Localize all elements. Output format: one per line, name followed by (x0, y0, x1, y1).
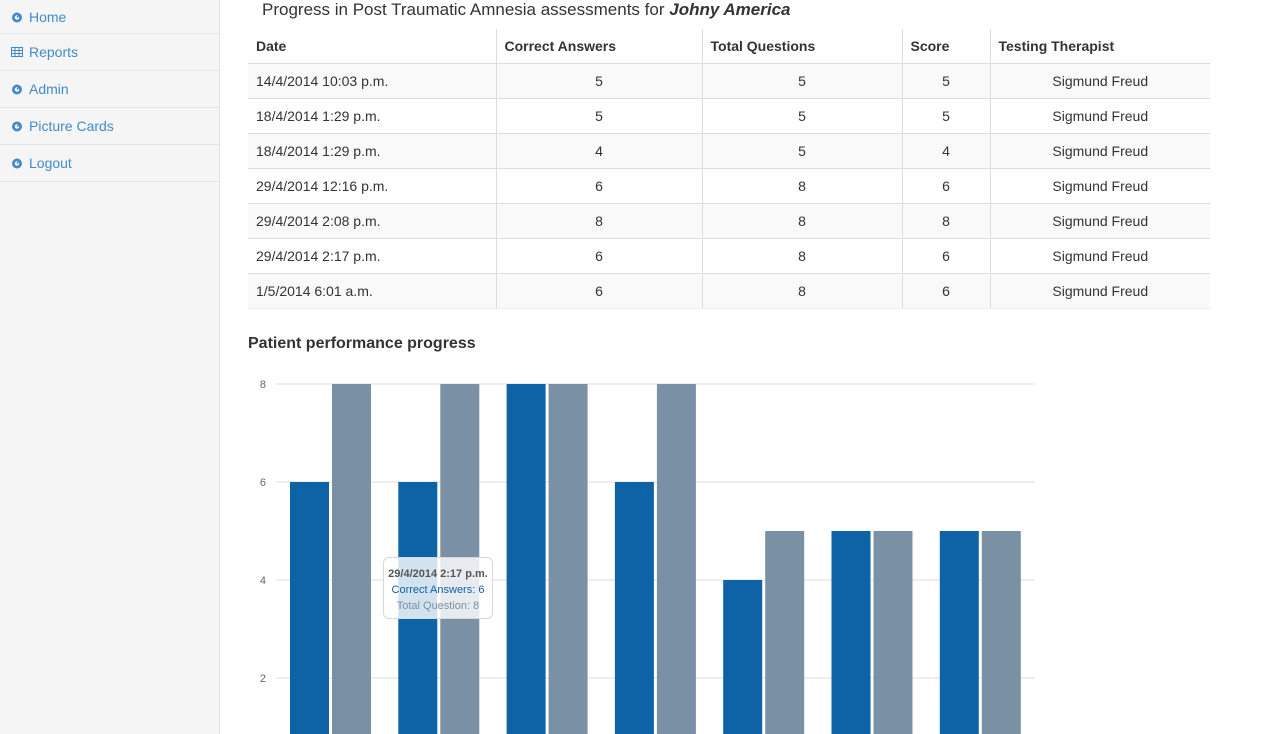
date-cell: 29/4/2014 2:08 p.m. (248, 202, 497, 238)
date-cell: 29/4/2014 2:17 p.m. (248, 237, 497, 273)
total-cell: 8 (702, 167, 903, 203)
sidebar-item-label: Admin (29, 81, 69, 97)
bar-correct-answers[interactable] (939, 531, 979, 734)
bar-total-questions[interactable] (765, 531, 805, 734)
therapist-cell: Sigmund Freud (990, 202, 1210, 238)
sidebar-item-label: Logout (29, 155, 72, 171)
score-cell: 6 (902, 167, 991, 203)
dashboard-icon (11, 120, 23, 132)
score-cell: 6 (902, 272, 991, 309)
sidebar-item-label: Home (29, 8, 67, 25)
y-tick-label: 2 (260, 673, 266, 685)
column-header-total: Total Questions (702, 29, 903, 64)
chart-tooltip: 29/4/2014 2:17 p.m. Correct Answers: 6 T… (383, 557, 493, 619)
score-cell: 5 (902, 62, 991, 98)
date-cell: 18/4/2014 1:29 p.m. (248, 132, 497, 168)
tooltip-correct-answers: Correct Answers: 6 (391, 584, 485, 596)
bar-correct-answers[interactable] (290, 482, 329, 734)
bar-correct-answers[interactable] (614, 482, 654, 734)
score-cell: 8 (902, 202, 991, 238)
table-icon (11, 46, 23, 58)
bar-total-questions[interactable] (873, 531, 913, 734)
correct-cell: 5 (496, 62, 703, 98)
dashboard-icon (11, 83, 23, 95)
bar-correct-answers[interactable] (831, 531, 871, 734)
therapist-cell: Sigmund Freud (990, 237, 1210, 273)
bar-total-questions[interactable] (981, 531, 1021, 734)
table-row: 1/5/2014 6:01 a.m. 6 8 6 Sigmund Freud (248, 272, 1210, 309)
tooltip-date: 29/4/2014 2:17 p.m. (388, 568, 488, 580)
correct-cell: 6 (496, 167, 703, 203)
correct-cell: 4 (496, 132, 703, 168)
y-tick-label: 8 (260, 379, 266, 391)
therapist-cell: Sigmund Freud (990, 62, 1210, 98)
page-title-prefix: Progress in Post Traumatic Amnesia asses… (262, 0, 665, 19)
table-row: 29/4/2014 2:17 p.m. 6 8 6 Sigmund Freud (248, 237, 1210, 273)
total-cell: 5 (702, 97, 903, 133)
sidebar-item-label: Picture Cards (29, 118, 114, 134)
column-header-score: Score (902, 29, 991, 64)
score-cell: 6 (902, 237, 991, 273)
total-cell: 8 (702, 272, 903, 309)
table-row: 29/4/2014 12:16 p.m. 6 8 6 Sigmund Freud (248, 167, 1210, 203)
y-tick-label: 4 (260, 575, 266, 587)
bar-total-questions[interactable] (656, 384, 696, 734)
sidebar-item-admin[interactable]: Admin (0, 71, 219, 108)
sidebar-item-home[interactable]: Home (0, 0, 219, 34)
bar-correct-answers[interactable] (506, 384, 546, 734)
column-header-correct: Correct Answers (496, 29, 703, 64)
therapist-cell: Sigmund Freud (990, 132, 1210, 168)
chart-title: Patient performance progress (248, 335, 476, 352)
sidebar-item-logout[interactable]: Logout (0, 145, 219, 182)
assessment-table: Date Correct Answers Total Questions Sco… (248, 29, 1210, 309)
page-title: Progress in Post Traumatic Amnesia asses… (262, 0, 790, 20)
bar-total-questions[interactable] (548, 384, 588, 734)
tooltip-total-question: Total Question: 8 (396, 600, 480, 612)
therapist-cell: Sigmund Freud (990, 97, 1210, 133)
therapist-cell: Sigmund Freud (990, 272, 1210, 309)
sidebar-item-picture-cards[interactable]: Picture Cards (0, 108, 219, 145)
total-cell: 8 (702, 202, 903, 238)
column-header-therapist: Testing Therapist (990, 29, 1210, 64)
table-row: 18/4/2014 1:29 p.m. 5 5 5 Sigmund Freud (248, 97, 1210, 133)
performance-bar-chart: 2 4 6 8 (260, 379, 1035, 734)
y-tick-label: 6 (260, 477, 266, 489)
score-cell: 4 (902, 132, 991, 168)
score-cell: 5 (902, 97, 991, 133)
total-cell: 8 (702, 237, 903, 273)
table-header-row: Date Correct Answers Total Questions Sco… (248, 29, 1210, 64)
column-header-date: Date (248, 29, 497, 64)
correct-cell: 8 (496, 202, 703, 238)
date-cell: 29/4/2014 12:16 p.m. (248, 167, 497, 203)
correct-cell: 5 (496, 97, 703, 133)
date-cell: 1/5/2014 6:01 a.m. (248, 272, 497, 309)
date-cell: 18/4/2014 1:29 p.m. (248, 97, 497, 133)
table-row: 18/4/2014 1:29 p.m. 4 5 4 Sigmund Freud (248, 132, 1210, 168)
date-cell: 14/4/2014 10:03 p.m. (248, 62, 497, 98)
dashboard-icon (11, 11, 23, 23)
bar-total-questions[interactable] (332, 384, 371, 734)
correct-cell: 6 (496, 272, 703, 309)
table-row: 29/4/2014 2:08 p.m. 8 8 8 Sigmund Freud (248, 202, 1210, 238)
bar-correct-answers[interactable] (723, 580, 763, 734)
therapist-cell: Sigmund Freud (990, 167, 1210, 203)
table-row: 14/4/2014 10:03 p.m. 5 5 5 Sigmund Freud (248, 62, 1210, 98)
patient-name: Johny America (669, 0, 791, 19)
dashboard-icon (11, 157, 23, 169)
sidebar-item-label: Reports (29, 44, 79, 60)
correct-cell: 6 (496, 237, 703, 273)
total-cell: 5 (702, 62, 903, 98)
total-cell: 5 (702, 132, 903, 168)
sidebar-item-reports[interactable]: Reports (0, 34, 219, 71)
sidebar: Home Reports Admin Picture Cards Logout (0, 0, 220, 734)
